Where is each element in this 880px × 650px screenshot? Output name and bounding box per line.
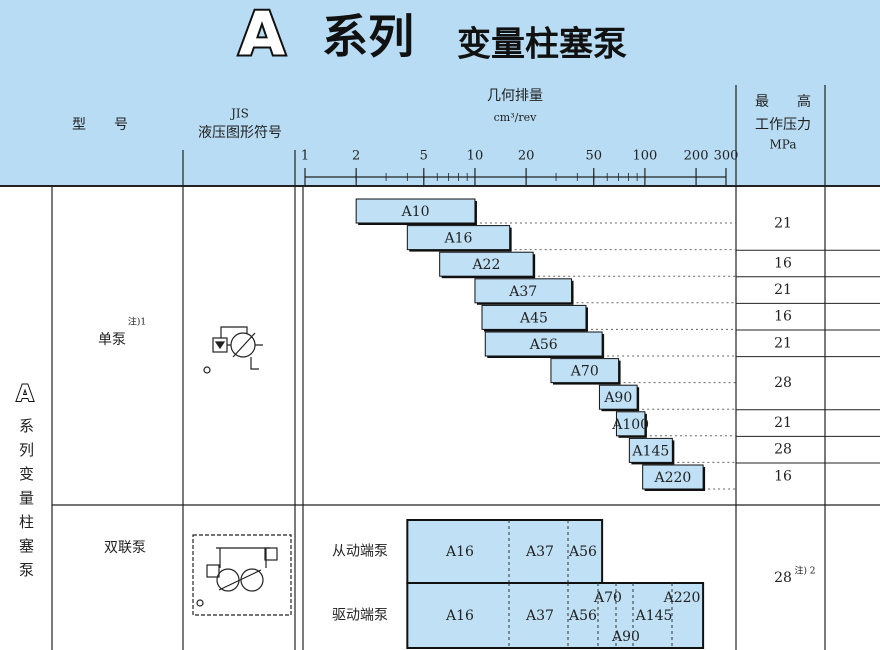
double-symbol — [192, 534, 292, 616]
bar — [598, 384, 638, 410]
pressure: 21 — [774, 415, 792, 431]
pressure: 28 — [774, 442, 792, 458]
bar-label: A220 — [653, 470, 691, 486]
bar — [474, 278, 573, 304]
pressure: 21 — [774, 282, 792, 298]
x-tick-label: 1 — [301, 149, 309, 164]
single-symbol — [203, 326, 263, 374]
pressure: 21 — [774, 216, 792, 232]
note: 注)1 — [128, 316, 146, 328]
model-header: 型 号 — [72, 117, 128, 133]
x-tick-label: 2 — [352, 149, 360, 164]
bar — [406, 225, 511, 251]
x-tick-label: 20 — [518, 149, 535, 164]
bar-label: A56 — [529, 337, 558, 353]
bar — [642, 464, 704, 490]
double-name: 双联泵 — [104, 540, 146, 556]
model-label: A56 — [568, 608, 597, 624]
model-label: A16 — [445, 608, 474, 624]
bar-label: A16 — [444, 231, 473, 247]
bar-label: A100 — [611, 417, 649, 433]
model-label: A37 — [525, 608, 554, 624]
model-label: A37 — [525, 544, 554, 560]
model-label: A145 — [635, 608, 673, 624]
bar-label: A22 — [471, 257, 500, 273]
symbol-header: JIS — [229, 107, 249, 121]
model-label: A90 — [611, 629, 640, 645]
pressure: 21 — [774, 335, 792, 351]
pump-role: 从动端泵 — [332, 544, 388, 560]
x-tick-label: 300 — [714, 149, 739, 164]
bar-label: A45 — [519, 310, 548, 326]
model-label: A70 — [593, 590, 622, 606]
bar — [355, 198, 476, 224]
bar-label: A90 — [603, 390, 632, 406]
bar-label: A10 — [401, 204, 430, 220]
model-label: A16 — [445, 544, 474, 560]
model-label: A56 — [568, 544, 597, 560]
pressure: 28 — [774, 570, 792, 586]
note: 注) 2 — [794, 565, 815, 577]
bar-label: A37 — [508, 284, 537, 300]
pressure: 16 — [774, 309, 792, 325]
pressure-header: 工作压力 — [755, 117, 811, 133]
pressure: 16 — [774, 468, 792, 484]
displacement-header: 几何排量 — [487, 88, 543, 104]
bar — [439, 251, 534, 277]
series: 系列 — [322, 10, 414, 64]
unit: cm³/rev — [494, 111, 537, 124]
x-tick-label: 200 — [684, 149, 709, 164]
bar — [484, 331, 603, 357]
pressure: 28 — [774, 375, 792, 391]
x-tick-label: 100 — [632, 149, 657, 164]
pump-role: 驱动端泵 — [332, 608, 388, 624]
side-label: 系列变量柱塞泵 — [17, 418, 35, 586]
bar — [628, 437, 673, 463]
logo: A — [239, 0, 286, 70]
table-lines — [0, 85, 880, 650]
bar — [481, 304, 587, 330]
single-name: 单泵 — [98, 332, 126, 348]
bar — [615, 411, 646, 437]
x-tick-label: 5 — [420, 149, 428, 164]
pressure-header: MPa — [770, 138, 797, 152]
symbol-header: 液压图形符号 — [198, 125, 282, 141]
double-box — [406, 582, 705, 649]
bar — [550, 358, 620, 384]
side-logo: A — [16, 382, 33, 407]
pressure-header: 最 高 — [755, 93, 811, 110]
bar-label: A70 — [570, 364, 599, 380]
double-box — [406, 519, 604, 584]
bar-label: A145 — [631, 443, 669, 459]
header-band — [0, 0, 880, 186]
model-label: A220 — [663, 590, 701, 606]
x-tick-label: 10 — [467, 149, 484, 164]
x-tick-label: 50 — [585, 149, 602, 164]
pressure: 16 — [774, 256, 792, 272]
title: 变量柱塞泵 — [457, 25, 627, 65]
